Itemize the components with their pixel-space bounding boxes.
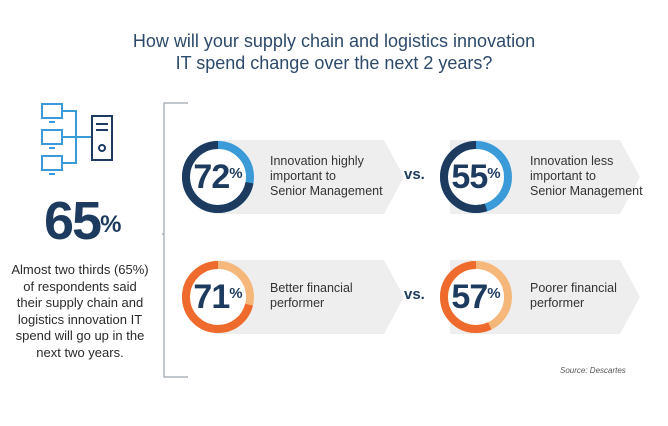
- comparison-right-label: Poorer financial performer: [530, 281, 617, 311]
- source-note: Source: Descartes: [560, 366, 626, 375]
- ring-55-label: 55%: [436, 137, 516, 217]
- label-line: Innovation less: [530, 154, 614, 168]
- summary-line: logistics innovation IT: [17, 311, 143, 327]
- summary-line: Almost two thirds (65%): [11, 262, 149, 277]
- vs-label: vs.: [404, 166, 425, 183]
- percent-sign: %: [487, 164, 501, 182]
- percent-value: 57: [451, 277, 488, 316]
- summary-line: their supply chain and: [16, 295, 144, 310]
- ring-value-arc: [182, 141, 254, 213]
- percent-sign: %: [229, 284, 243, 302]
- summary-line: of respondents said: [23, 278, 137, 294]
- bracket-divider: [162, 102, 188, 378]
- ring-71: [182, 261, 254, 333]
- percent-value: 72: [193, 157, 230, 196]
- label-line: important to: [530, 169, 597, 183]
- label-line: Senior Management: [530, 184, 643, 198]
- ring-value-arc: [440, 141, 512, 213]
- arrow-band: [214, 260, 404, 334]
- label-line: performer: [270, 296, 325, 310]
- headline-value: 65: [44, 191, 102, 251]
- comparison-row-1: 72% Innovation highly important to Senio…: [0, 130, 668, 230]
- summary-line: spend will go up in the: [15, 328, 145, 343]
- label-line: important to: [270, 169, 337, 183]
- comparison-left-label: Innovation highly important to Senior Ma…: [270, 154, 383, 199]
- label-line: Innovation highly: [270, 154, 364, 168]
- chart-title-line-1: How will your supply chain and logistics…: [132, 31, 536, 51]
- label-line: Poorer financial: [530, 281, 617, 295]
- ring-value-arc: [440, 261, 512, 333]
- ring-57-label: 57%: [436, 257, 516, 337]
- ring-value-arc: [182, 261, 254, 333]
- comparison-row-2: 71% Better financial performer vs. 57% P…: [0, 250, 668, 350]
- percent-sign: %: [487, 284, 501, 302]
- headline-percent: 65%: [44, 194, 121, 248]
- ring-71-label: 71%: [178, 257, 258, 337]
- summary-line: next two years.: [36, 344, 124, 360]
- comparison-right-label: Innovation less important to Senior Mana…: [530, 154, 643, 199]
- comparison-left-label: Better financial performer: [270, 281, 353, 311]
- label-line: Better financial: [270, 281, 353, 295]
- percent-sign: %: [229, 164, 243, 182]
- percent-value: 55: [451, 157, 488, 196]
- arrow-band: [214, 140, 404, 214]
- network-computers-icon: [40, 100, 120, 180]
- ring-55: [440, 141, 512, 213]
- headline-percent-sign: %: [100, 211, 122, 238]
- chart-title: How will your supply chain and logistics…: [84, 30, 584, 74]
- headline-summary: Almost two thirds (65%) of respondents s…: [0, 262, 160, 361]
- ring-72-label: 72%: [178, 137, 258, 217]
- percent-value: 71: [193, 277, 230, 316]
- ring-72: [182, 141, 254, 213]
- label-line: performer: [530, 296, 585, 310]
- ring-57: [440, 261, 512, 333]
- vs-label: vs.: [404, 286, 425, 303]
- label-line: Senior Management: [270, 184, 383, 198]
- chart-title-line-2: IT spend change over the next 2 years?: [175, 53, 493, 73]
